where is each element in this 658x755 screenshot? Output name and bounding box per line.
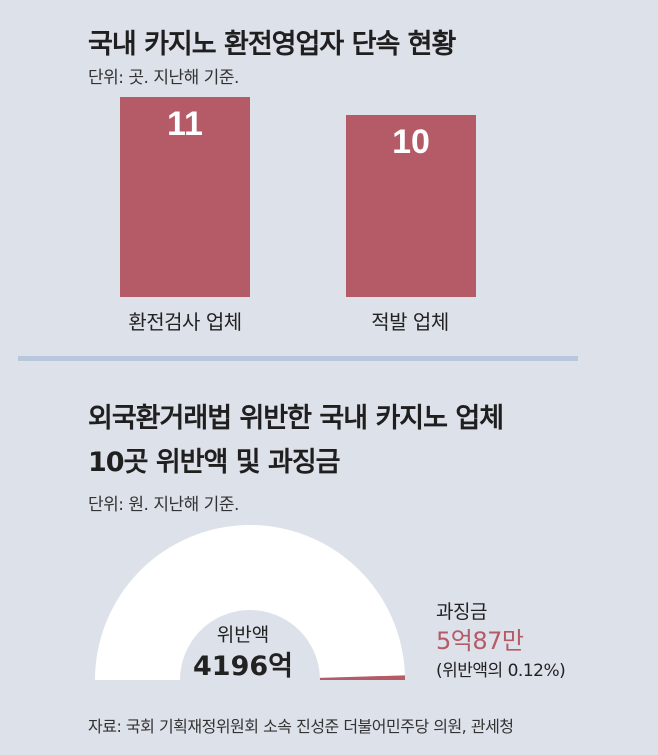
gauge-slice-violation bbox=[95, 525, 405, 680]
gauge-slice-penalty bbox=[319, 675, 405, 680]
bar-value-label-inspected: 11 bbox=[167, 105, 203, 143]
gauge-chart-title-line-1: 외국환거래법 위반한 국내 카지노 업체 bbox=[88, 403, 504, 434]
penalty-share-note: (위반액의 0.12%) bbox=[436, 661, 566, 681]
violation-label: 위반액 bbox=[216, 624, 270, 646]
category-label-caught: 적발 업체 bbox=[371, 310, 449, 334]
penalty-label: 과징금 bbox=[436, 601, 487, 623]
category-label-inspected: 환전검사 업체 bbox=[128, 310, 242, 334]
bar-chart-title: 국내 카지노 환전영업자 단속 현황 bbox=[88, 29, 456, 60]
violation-value: 4196억 bbox=[193, 651, 293, 682]
bar-inspected bbox=[120, 97, 250, 297]
source-note: 자료: 국회 기획재정위원회 소속 진성준 더불어민주당 의원, 관세청 bbox=[88, 717, 514, 736]
penalty-value: 5억87만 bbox=[436, 627, 524, 655]
gauge-chart-unit: 단위: 원. 지난해 기준. bbox=[88, 495, 239, 515]
section-divider bbox=[18, 356, 578, 361]
bar-chart-unit: 단위: 곳. 지난해 기준. bbox=[88, 68, 239, 88]
bar-value-label-caught: 10 bbox=[392, 123, 430, 162]
gauge-chart-title-line-2: 10곳 위반액 및 과징금 bbox=[88, 447, 340, 478]
bar-caught bbox=[346, 115, 476, 297]
